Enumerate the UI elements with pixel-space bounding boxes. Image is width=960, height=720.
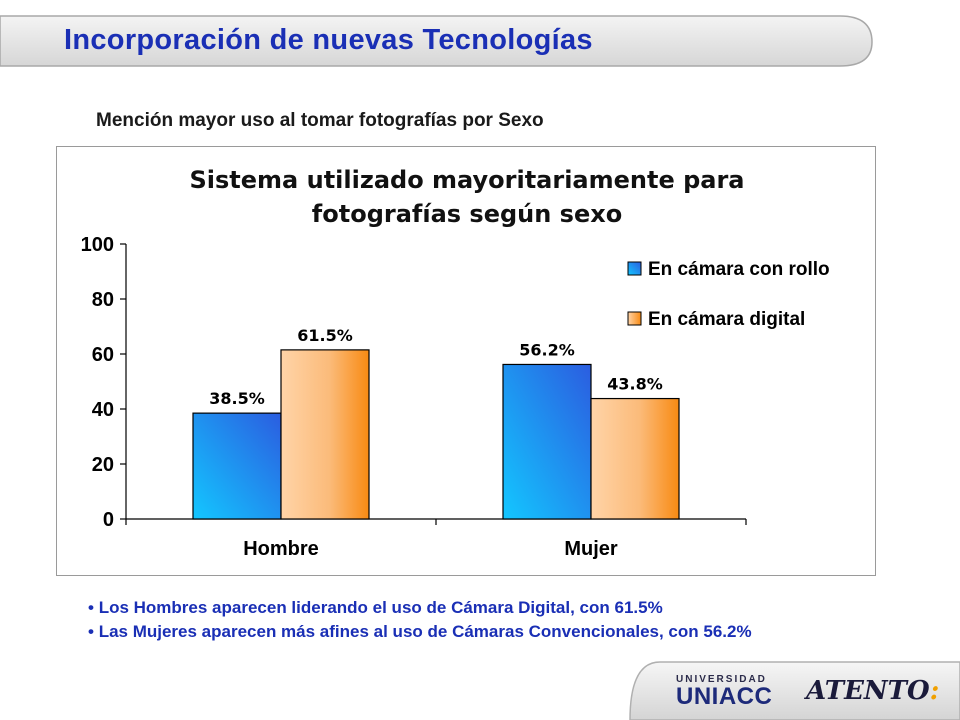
bar-rollo-mujer <box>502 363 592 520</box>
atento-logo: ATENTO: <box>806 676 940 706</box>
uniacc-logo: UNIVERSIDAD UNIACC <box>676 674 773 710</box>
x-category-label: Hombre <box>243 538 319 560</box>
legend-label: En cámara con rollo <box>648 259 830 280</box>
y-tick-label: 40 <box>92 399 114 421</box>
footer-shape <box>629 661 960 720</box>
y-tick-label: 0 <box>103 509 114 531</box>
x-axis: Hombre Mujer <box>125 518 747 560</box>
chart-title-line-1: Sistema utilizado mayoritariamente para <box>190 166 745 194</box>
legend-swatch <box>627 261 642 276</box>
bar-data-label: 56.2% <box>519 340 575 359</box>
x-category-label: Mujer <box>564 538 618 560</box>
bar-digital-hombre <box>280 349 370 520</box>
page-title: Incorporación de nuevas Tecnologías <box>64 24 593 56</box>
bar-chart: Sistema utilizado mayoritariamente para … <box>81 166 830 560</box>
chart-title-line-2: fotografías según sexo <box>312 200 622 228</box>
y-tick-label: 60 <box>92 344 114 366</box>
bar-digital-mujer <box>590 397 680 520</box>
bar-data-label: 61.5% <box>297 326 353 345</box>
legend: En cámara con rollo En cámara digital <box>627 259 830 330</box>
y-axis: 0 20 40 60 80 100 <box>81 234 127 531</box>
legend-label: En cámara digital <box>648 309 805 330</box>
finding-item: • Los Hombres aparecen liderando el uso … <box>88 598 663 617</box>
y-tick-label: 100 <box>81 234 114 256</box>
findings-list: • Los Hombres aparecen liderando el uso … <box>88 596 888 644</box>
legend-swatch <box>627 311 642 326</box>
finding-item: • Las Mujeres aparecen más afines al uso… <box>88 622 752 641</box>
title-bar-shape <box>0 15 873 67</box>
bar-rollo-hombre <box>192 412 282 520</box>
bars: 38.5% 61.5% 56.2% 43.8% <box>192 326 680 520</box>
bar-data-label: 38.5% <box>209 389 265 408</box>
y-tick-label: 20 <box>92 454 114 476</box>
y-tick-label: 80 <box>92 289 114 311</box>
bar-data-label: 43.8% <box>607 375 663 394</box>
chart-subtitle: Mención mayor uso al tomar fotografías p… <box>96 110 544 131</box>
